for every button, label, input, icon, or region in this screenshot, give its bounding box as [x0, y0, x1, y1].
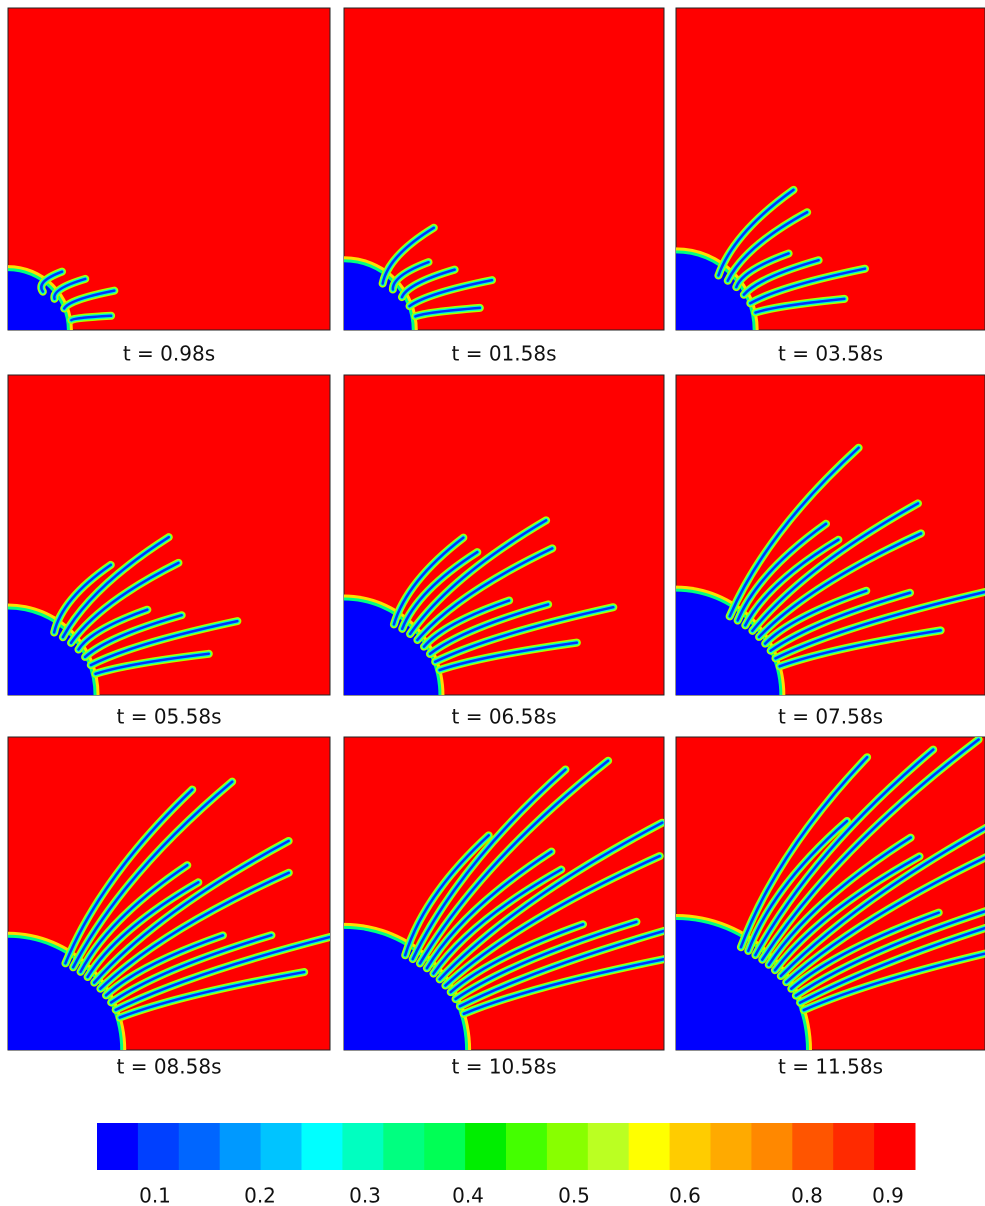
- caption: t = 01.58s: [452, 342, 557, 366]
- colorbar-label: 0.8: [791, 1184, 823, 1206]
- colorbar-swatch: [424, 1123, 465, 1170]
- panel: [0, 8, 330, 395]
- panel: [0, 737, 356, 1168]
- colorbar-label: 0.6: [669, 1184, 701, 1206]
- colorbar-swatch: [711, 1123, 752, 1170]
- caption: t = 03.58s: [778, 342, 883, 366]
- colorbar-swatch: [302, 1123, 343, 1170]
- colorbar-swatch: [588, 1123, 629, 1170]
- colorbar-swatch: [874, 1123, 915, 1170]
- caption: t = 10.58s: [452, 1055, 557, 1079]
- caption: t = 11.58s: [778, 1055, 883, 1079]
- caption: t = 06.58s: [452, 705, 557, 729]
- colorbar-swatch: [751, 1123, 792, 1170]
- colorbar-swatch: [342, 1123, 383, 1170]
- colorbar-swatch: [138, 1123, 179, 1170]
- colorbar-swatch: [97, 1123, 138, 1170]
- colorbar-label: 0.9: [872, 1184, 904, 1206]
- colorbar-label: 0.4: [452, 1184, 484, 1206]
- colorbar-swatch: [220, 1123, 261, 1170]
- caption: t = 07.58s: [778, 705, 883, 729]
- colorbar-swatch: [629, 1123, 670, 1170]
- colorbar-swatch: [465, 1123, 506, 1170]
- colorbar-label: 0.1: [139, 1184, 171, 1206]
- colorbar-swatch: [792, 1123, 833, 1170]
- colorbar-swatch: [506, 1123, 547, 1170]
- colorbar-swatch: [547, 1123, 588, 1170]
- caption: t = 05.58s: [117, 705, 222, 729]
- figure: t = 0.98s t = 01.58s t = 03.58s t = 05.58s t…: [0, 0, 985, 1206]
- colorbar-swatch: [179, 1123, 220, 1170]
- panel-background: [8, 8, 330, 330]
- colorbar-swatch: [383, 1123, 424, 1170]
- colorbar-swatch: [670, 1123, 711, 1170]
- colorbar-label: 0.3: [349, 1184, 381, 1206]
- caption: t = 08.58s: [117, 1055, 222, 1079]
- colorbar-swatch: [833, 1123, 874, 1170]
- colorbar-label: 0.5: [558, 1184, 590, 1206]
- caption: t = 0.98s: [123, 342, 215, 366]
- colorbar-swatch: [261, 1123, 302, 1170]
- colorbar-label: 0.2: [244, 1184, 276, 1206]
